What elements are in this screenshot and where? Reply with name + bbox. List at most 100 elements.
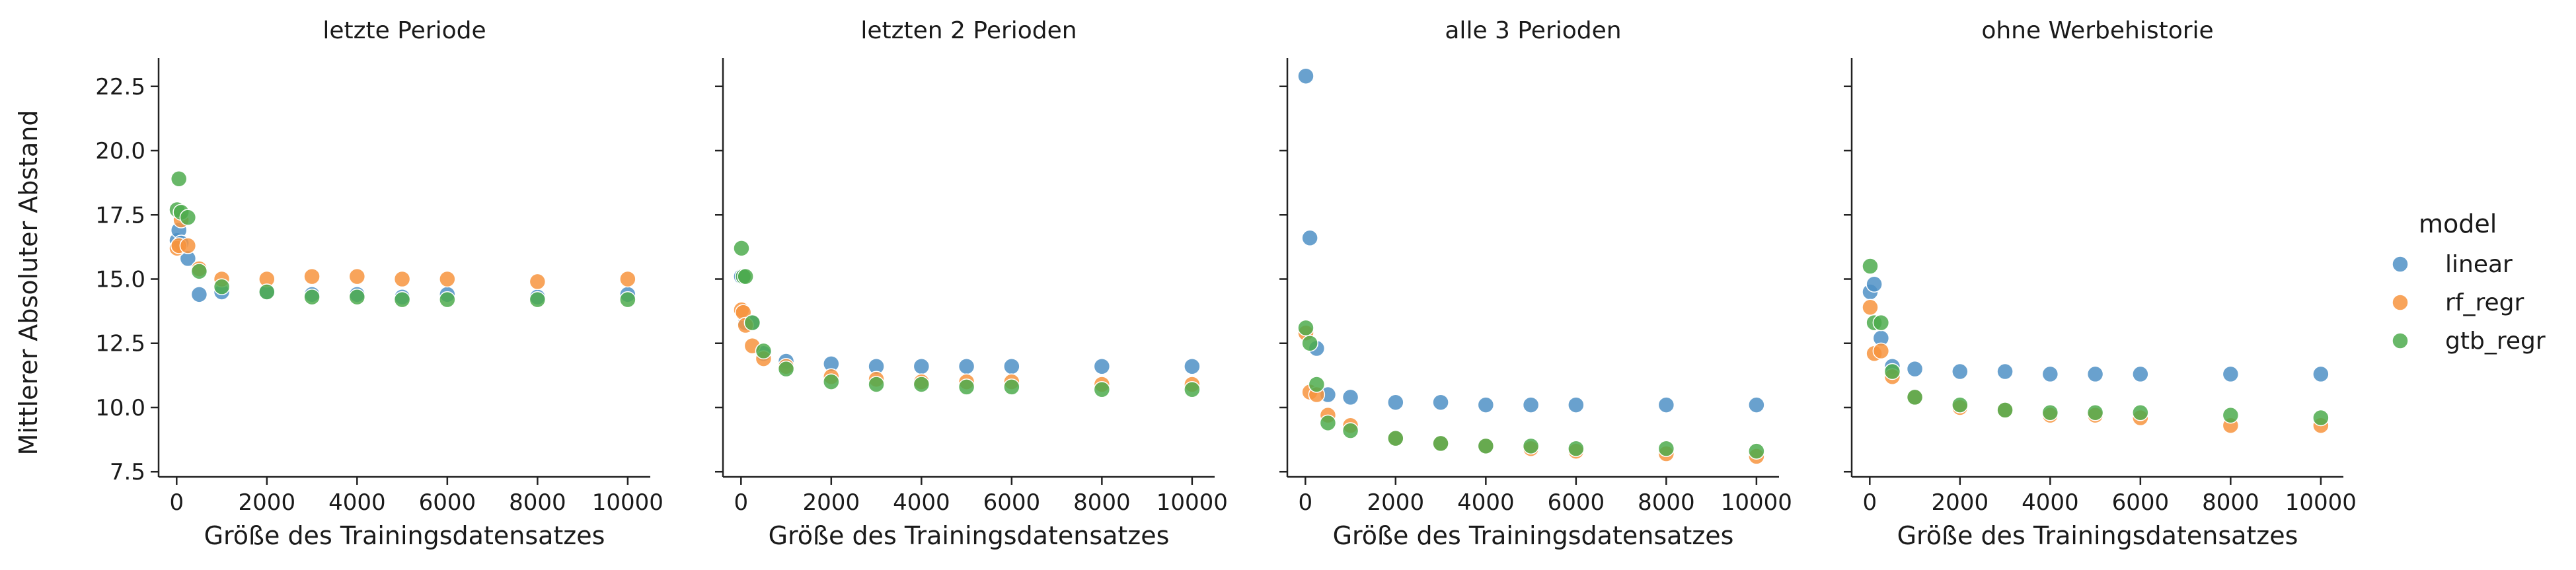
x-tick-label: 8000 <box>2202 489 2259 516</box>
point-linear <box>1657 396 1675 413</box>
point-gtb_regr <box>258 283 276 301</box>
panel-2: alle 3 Perioden 0 2000 4000 6000 8000 10000 Grö… <box>1279 17 1792 550</box>
point-linear <box>1432 394 1449 411</box>
point-linear <box>1748 396 1765 413</box>
point-gtb_regr <box>1184 381 1201 398</box>
point-gtb_regr <box>303 288 321 306</box>
x-tick-label: 6000 <box>419 489 476 516</box>
point-gtb_regr <box>1297 319 1314 337</box>
point-gtb_regr <box>737 267 754 285</box>
y-tick-label: 22.5 <box>95 74 145 100</box>
x-axis-label: Größe des Trainingsdatensatzes <box>204 521 605 550</box>
point-linear <box>1297 67 1314 85</box>
x-tick-label: 8000 <box>509 489 566 516</box>
point-linear <box>958 357 975 375</box>
point-gtb_regr <box>179 209 197 226</box>
x-tick-label: 6000 <box>1548 489 1605 516</box>
y-tick-label: 10.0 <box>95 395 145 421</box>
point-linear <box>2086 365 2104 383</box>
point-gtb_regr <box>1862 258 1879 275</box>
point-gtb_regr <box>619 291 636 308</box>
facet-panels: letzte Periode 7.5 10.0 12.5 15.0 17.5 20.0 22.… <box>95 17 2357 550</box>
point-linear <box>1522 396 1540 413</box>
y-tick-label: 17.5 <box>95 202 145 229</box>
x-tick-label: 10000 <box>1156 489 1228 516</box>
point-linear <box>2222 365 2240 383</box>
point-linear <box>1342 388 1359 406</box>
x-tick-label: 2000 <box>1367 489 1425 516</box>
x-tick-label: 10000 <box>592 489 663 516</box>
point-gtb_regr <box>2132 404 2149 421</box>
point-gtb_regr <box>1872 314 1890 332</box>
point-linear <box>1477 396 1495 413</box>
point-gtb_regr <box>913 376 930 393</box>
point-linear <box>1951 363 1969 380</box>
point-gtb_regr <box>2086 404 2104 421</box>
point-rf_regr <box>619 270 636 288</box>
point-linear <box>1301 229 1318 247</box>
legend-marker-linear <box>2392 256 2409 273</box>
point-gtb_regr <box>1477 437 1495 455</box>
x-tick-label: 0 <box>734 489 748 516</box>
point-linear <box>2132 365 2149 383</box>
x-tick-label: 4000 <box>2022 489 2079 516</box>
point-gtb_regr <box>1003 378 1020 396</box>
y-tick-label: 20.0 <box>95 138 145 164</box>
point-gtb_regr <box>1883 363 1901 380</box>
point-gtb_regr <box>1342 422 1359 439</box>
point-gtb_regr <box>868 376 885 393</box>
legend-label-rf_regr: rf_regr <box>2445 289 2524 316</box>
point-linear <box>1184 357 1201 375</box>
point-rf_regr <box>303 267 321 285</box>
point-gtb_regr <box>1568 440 1585 457</box>
point-gtb_regr <box>743 314 761 332</box>
point-gtb_regr <box>1522 437 1540 455</box>
point-gtb_regr <box>170 170 188 188</box>
point-gtb_regr <box>2312 409 2330 427</box>
point-gtb_regr <box>348 288 366 306</box>
point-gtb_regr <box>439 291 456 308</box>
x-tick-label: 10000 <box>2285 489 2357 516</box>
point-gtb_regr <box>1308 376 1326 393</box>
point-linear <box>1093 357 1111 375</box>
point-gtb_regr <box>1432 435 1449 452</box>
point-gtb_regr <box>1748 443 1765 460</box>
x-axis-label: Größe des Trainingsdatensatzes <box>1333 521 1734 550</box>
x-tick-label: 4000 <box>893 489 950 516</box>
y-axis-label: Mittlerer Absoluter Abstand <box>14 110 43 455</box>
x-axis-label: Größe des Trainingsdatensatzes <box>1897 521 2298 550</box>
panel-1: letzten 2 Perioden 0 2000 4000 6000 8000 10000… <box>715 17 1228 550</box>
point-linear <box>1906 360 1924 378</box>
point-linear <box>1568 396 1585 413</box>
x-tick-label: 8000 <box>1638 489 1695 516</box>
legend-marker-gtb_regr <box>2392 332 2409 349</box>
point-gtb_regr <box>1093 381 1111 398</box>
x-tick-label: 2000 <box>1932 489 1989 516</box>
facet-title: ohne Werbehistorie <box>1981 17 2213 44</box>
point-gtb_regr <box>958 378 975 396</box>
point-gtb_regr <box>1951 396 1969 413</box>
point-gtb_regr <box>213 278 231 295</box>
point-rf_regr <box>529 273 547 291</box>
x-axis-label: Größe des Trainingsdatensatzes <box>769 521 1170 550</box>
point-linear <box>1003 357 1020 375</box>
point-gtb_regr <box>2041 404 2059 421</box>
panel-3: ohne Werbehistorie 0 2000 4000 6000 8000 10000… <box>1844 17 2357 550</box>
point-gtb_regr <box>1319 414 1337 432</box>
point-rf_regr <box>179 237 197 254</box>
legend-title: model <box>2419 209 2497 238</box>
point-gtb_regr <box>1387 429 1404 447</box>
point-linear <box>1387 394 1404 411</box>
x-tick-label: 0 <box>1862 489 1877 516</box>
point-gtb_regr <box>529 291 547 308</box>
point-linear <box>1866 275 1883 293</box>
x-tick-label: 10000 <box>1721 489 1792 516</box>
legend-label-linear: linear <box>2445 251 2513 278</box>
point-gtb_regr <box>1906 388 1924 406</box>
y-tick-label: 15.0 <box>95 267 145 293</box>
point-linear <box>190 286 208 303</box>
point-gtb_regr <box>393 291 411 308</box>
legend-label-gtb_regr: gtb_regr <box>2445 328 2546 355</box>
facet-title: letzte Periode <box>322 17 486 44</box>
